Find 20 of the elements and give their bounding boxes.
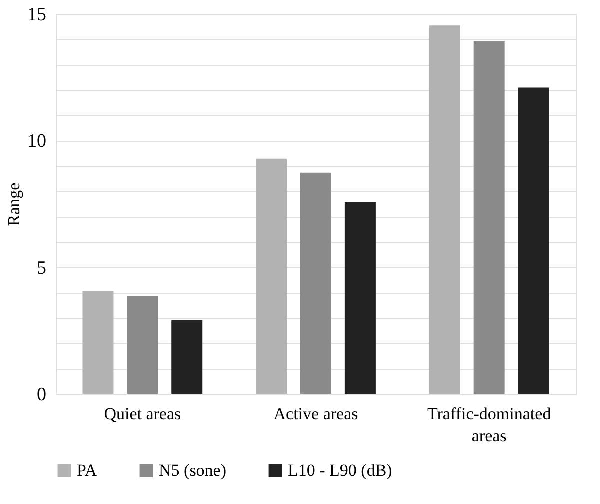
y-tick-label: 10 (28, 131, 46, 152)
bar (474, 41, 505, 394)
legend-label: L10 - L90 (dB) (288, 460, 392, 480)
x-tick-label: Traffic-dominated areas (427, 404, 552, 446)
y-tick-label: 5 (37, 258, 46, 279)
bar (256, 158, 288, 394)
legend-label: PA (77, 460, 98, 480)
y-tick-label: 15 (28, 4, 46, 26)
bar (518, 88, 550, 394)
bar (127, 296, 158, 394)
y-axis-title: Range (4, 182, 24, 226)
bar (429, 26, 460, 394)
bar (82, 291, 114, 394)
y-tick-label: 0 (37, 384, 46, 406)
x-tick-label: Quiet areas (104, 404, 182, 424)
x-tick-label: Active areas (274, 404, 358, 424)
legend-label: N5 (sone) (159, 460, 227, 480)
bar (300, 172, 332, 394)
bar (172, 320, 203, 394)
bar (344, 202, 376, 394)
